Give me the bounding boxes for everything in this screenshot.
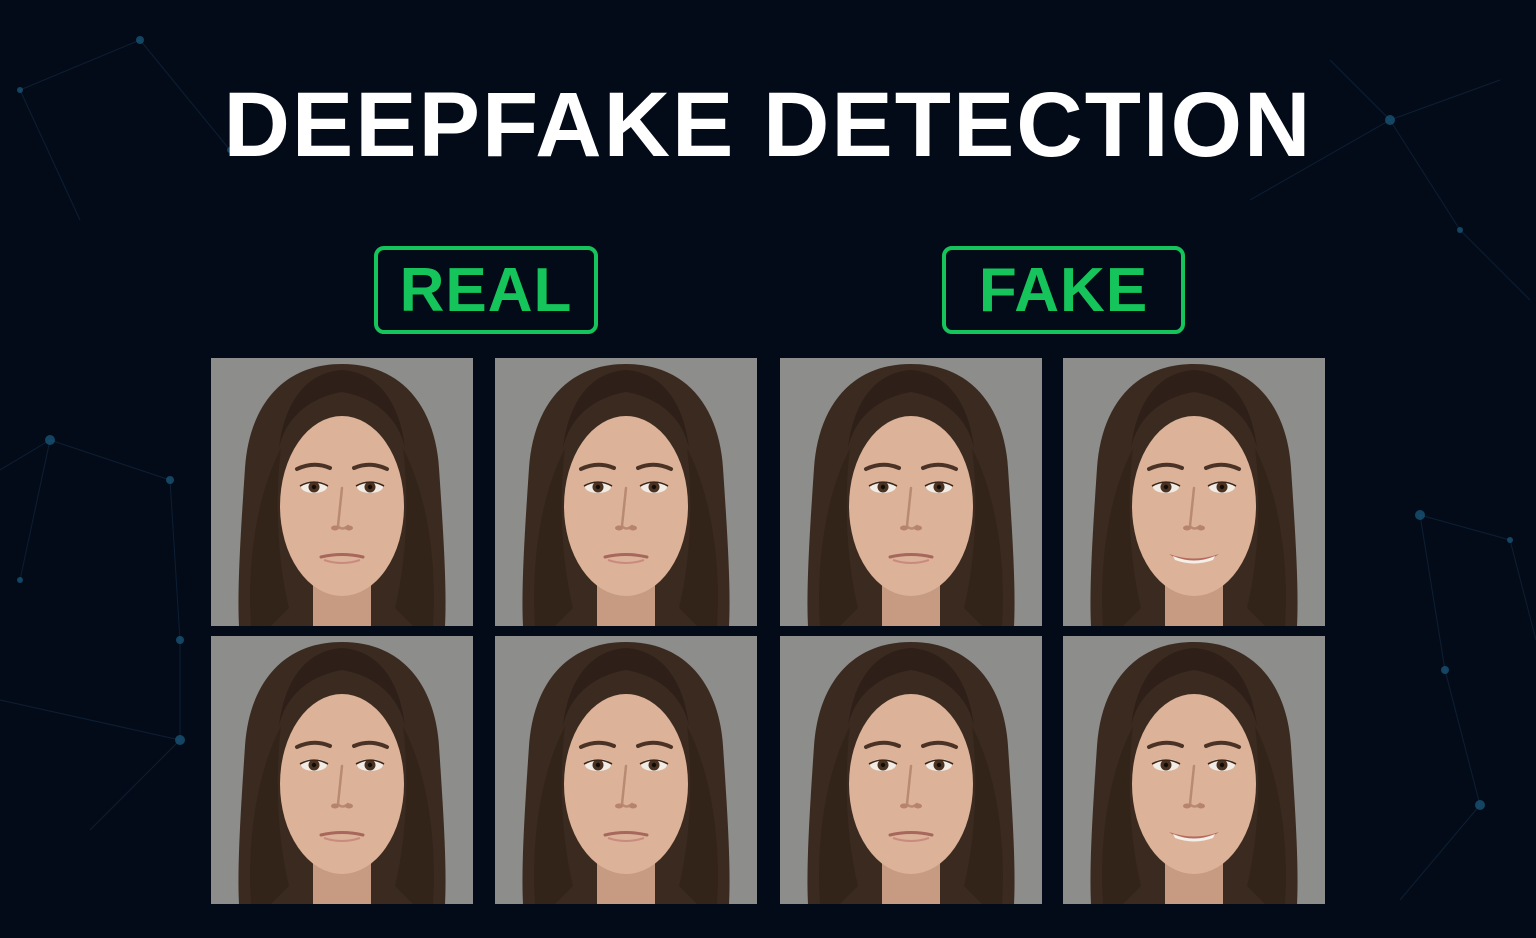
real-face-photo bbox=[211, 636, 473, 904]
fake-face-photo bbox=[1063, 636, 1325, 904]
fake-face-photo bbox=[1063, 358, 1325, 626]
real-label: REAL bbox=[374, 246, 598, 334]
real-face-photo bbox=[211, 358, 473, 626]
page-title: DEEPFAKE DETECTION bbox=[0, 70, 1536, 180]
fake-face-photo bbox=[780, 358, 1042, 626]
fake-face-photo bbox=[780, 636, 1042, 904]
real-face-photo bbox=[495, 636, 757, 904]
real-face-photo bbox=[495, 358, 757, 626]
fake-label: FAKE bbox=[942, 246, 1185, 334]
